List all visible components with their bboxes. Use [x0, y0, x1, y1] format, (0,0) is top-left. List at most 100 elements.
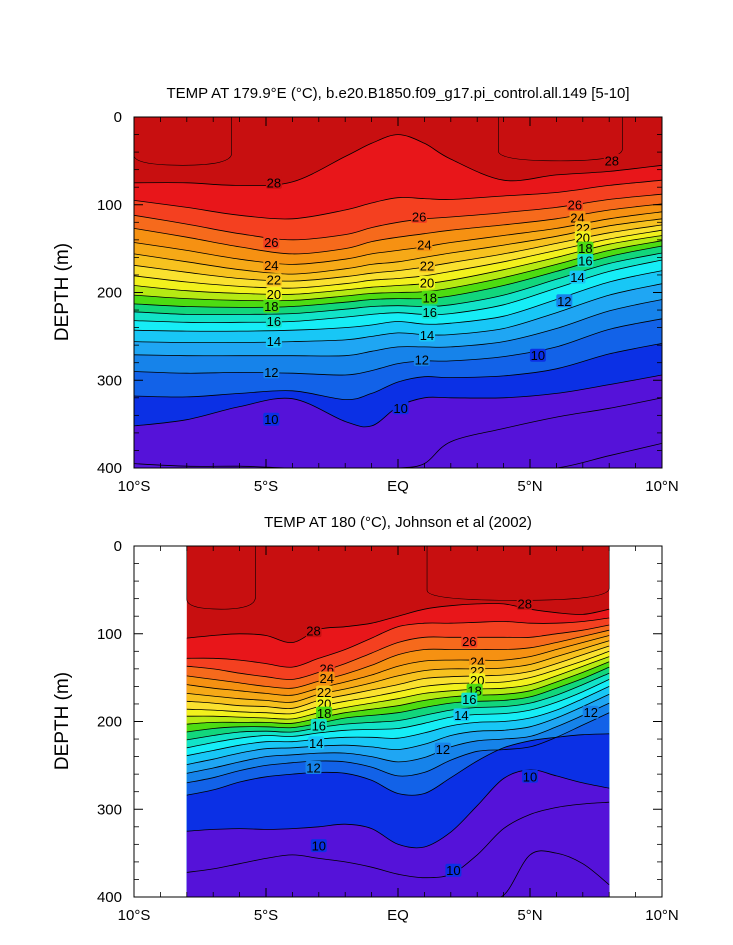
contour-label-12: 12: [413, 353, 430, 368]
isotherm-line-19: [186, 661, 610, 725]
x-tick-label: 10°N: [645, 478, 679, 495]
contour-label-28: 28: [516, 596, 533, 611]
x-tick-label: EQ: [387, 907, 409, 924]
y-tick-label: 0: [114, 109, 122, 126]
y-tick-label: 300: [97, 801, 122, 818]
isotherm-line-28: [186, 603, 610, 643]
contour-label-14: 14: [419, 328, 435, 343]
contour-label-22: 22: [316, 685, 333, 700]
contour-band-7: [186, 850, 610, 897]
contour-label-14: 14: [453, 708, 470, 723]
contour-fills-model: [134, 117, 662, 468]
x-tick-label: 10°N: [645, 907, 679, 924]
contour-label-28: 28: [265, 175, 282, 190]
isotherm-line-14: [186, 693, 610, 765]
x-tick-label: 5°N: [517, 907, 542, 924]
isotherm-line-21: [186, 650, 610, 715]
contour-label-12: 12: [263, 365, 280, 380]
contour-label-10: 10: [310, 839, 327, 854]
contour-label-28: 28: [305, 624, 322, 639]
contour-label-18: 18: [421, 290, 438, 305]
contour-label-26: 26: [566, 197, 583, 212]
y-tick-label: 100: [97, 197, 122, 214]
x-tick-label: 5°S: [254, 907, 278, 924]
contour-label-text: 28: [267, 175, 281, 190]
contour-label-text: 14: [420, 328, 434, 343]
isotherm-line-13: [134, 299, 662, 357]
contour-labels-observed: 2826242220181614121028262422201816141212…: [305, 596, 599, 878]
contour-label-20: 20: [419, 275, 435, 290]
contour-label-text: 28: [605, 153, 619, 168]
contour-label-text: 12: [583, 705, 597, 720]
contour-label-text: 26: [568, 197, 582, 212]
isotherm-line-25: [186, 629, 610, 689]
isotherm-line-27: [134, 179, 662, 220]
contour-label-text: 10: [393, 401, 407, 416]
contour-patch-29-0: [186, 546, 256, 610]
contour-label-text: 20: [267, 287, 281, 302]
isotherm-line-17: [186, 672, 610, 741]
contour-label-14: 14: [569, 270, 586, 285]
contour-label-24: 24: [416, 238, 433, 253]
isotherm-line-20: [186, 656, 610, 720]
contour-label-16: 16: [421, 305, 438, 320]
isotherm-line-23: [186, 640, 610, 703]
x-tick-label: 5°N: [517, 478, 542, 495]
contour-label-10: 10: [263, 412, 280, 427]
contour-label-16: 16: [265, 314, 282, 329]
contour-label-12: 12: [556, 294, 573, 309]
contour-label-text: 16: [578, 253, 592, 268]
contour-label-26: 26: [263, 235, 280, 250]
chart-panel-observed: TEMP AT 180 (°C), Johnson et al (2002) 2…: [52, 514, 679, 924]
contour-label-18: 18: [316, 706, 333, 721]
chart-title-observed: TEMP AT 180 (°C), Johnson et al (2002): [264, 514, 532, 531]
contour-label-12: 12: [305, 761, 322, 776]
contour-label-text: 12: [557, 294, 571, 309]
isotherm-line-12: [186, 712, 610, 784]
isotherm-line-27: [186, 617, 610, 668]
isotherm-line-10: [186, 769, 610, 849]
contour-label-text: 16: [312, 718, 326, 733]
y-tick-label: 0: [114, 538, 122, 555]
contour-label-text: 10: [446, 863, 460, 878]
isotherm-line-16: [134, 259, 662, 323]
contour-label-text: 26: [412, 210, 426, 225]
isotherm-line-24: [186, 635, 610, 696]
isotherm-line-14: [134, 283, 662, 344]
x-tick-label: 10°S: [118, 478, 151, 495]
contour-label-text: 22: [267, 273, 281, 288]
contour-label-text: 12: [264, 365, 278, 380]
isotherm-line-21: [134, 229, 662, 289]
y-tick-label: 200: [97, 714, 122, 731]
isotherm-line-16: [186, 679, 610, 749]
contour-label-22: 22: [419, 259, 435, 274]
y-tick-label: 300: [97, 372, 122, 389]
contour-label-text: 24: [417, 238, 431, 253]
contour-label-16: 16: [461, 692, 478, 707]
contour-label-text: 10: [264, 412, 278, 427]
contour-label-10: 10: [392, 401, 409, 416]
contour-label-26: 26: [411, 210, 428, 225]
contour-label-text: 28: [517, 596, 531, 611]
y-tick-label: 400: [97, 889, 122, 906]
contour-label-14: 14: [308, 736, 325, 751]
isotherm-line-18: [186, 666, 610, 733]
contour-label-text: 20: [420, 275, 434, 290]
contour-lines-observed: [186, 603, 610, 897]
contour-patch-29-1: [426, 546, 610, 601]
contour-label-text: 16: [422, 305, 436, 320]
isotherm-line-12: [134, 318, 662, 376]
isotherm-line-25: [134, 203, 662, 255]
isotherm-line-19: [134, 240, 662, 302]
isotherm-line-22: [134, 224, 662, 282]
contour-label-16: 16: [310, 718, 327, 733]
contour-label-text: 26: [462, 634, 476, 649]
contour-label-text: 12: [415, 353, 429, 368]
contour-label-10: 10: [522, 769, 538, 784]
isotherm-line-22: [186, 645, 610, 709]
contour-band-8: [134, 397, 662, 468]
x-tick-label: EQ: [387, 478, 409, 495]
contour-label-text: 18: [317, 706, 331, 721]
isotherm-line-17: [134, 252, 662, 316]
contour-labels-model: 2826242220181614121026242220181614121028…: [263, 153, 620, 427]
